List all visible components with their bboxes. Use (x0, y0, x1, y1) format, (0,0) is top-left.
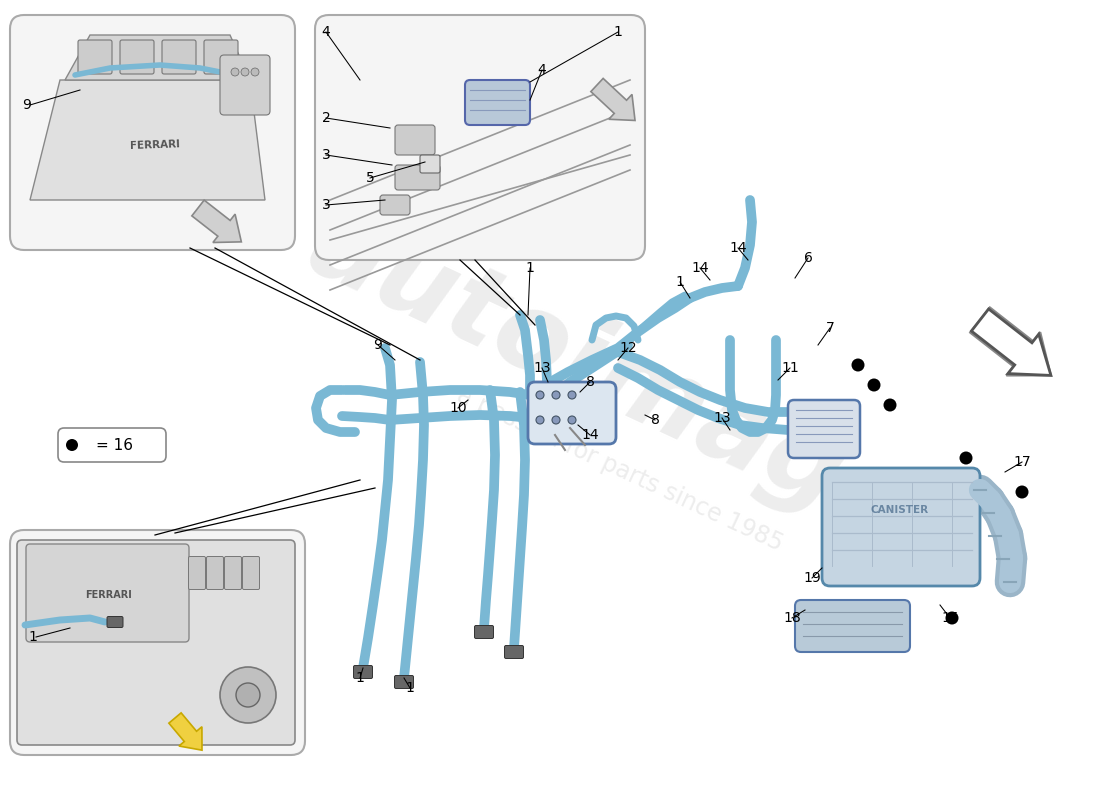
Text: 1: 1 (355, 671, 364, 685)
FancyBboxPatch shape (379, 195, 410, 215)
Circle shape (536, 416, 544, 424)
Circle shape (552, 391, 560, 399)
Text: 15: 15 (942, 611, 959, 625)
Circle shape (241, 68, 249, 76)
Circle shape (536, 391, 544, 399)
Text: 14: 14 (691, 261, 708, 275)
Polygon shape (191, 200, 241, 242)
Text: 4: 4 (538, 63, 547, 77)
Text: 11: 11 (781, 361, 799, 375)
FancyBboxPatch shape (16, 540, 295, 745)
Text: 13: 13 (713, 411, 730, 425)
Circle shape (568, 391, 576, 399)
Text: 13: 13 (534, 361, 551, 375)
Polygon shape (65, 35, 250, 80)
Text: 9: 9 (22, 98, 31, 112)
Text: a passion for parts since 1985: a passion for parts since 1985 (453, 384, 786, 556)
FancyBboxPatch shape (120, 40, 154, 74)
FancyBboxPatch shape (242, 557, 260, 590)
FancyBboxPatch shape (788, 400, 860, 458)
Circle shape (868, 378, 880, 391)
FancyBboxPatch shape (107, 617, 123, 627)
Circle shape (959, 451, 972, 465)
FancyBboxPatch shape (420, 155, 440, 173)
FancyBboxPatch shape (353, 666, 373, 678)
Text: 10: 10 (449, 401, 466, 415)
FancyBboxPatch shape (224, 557, 242, 590)
Circle shape (552, 416, 560, 424)
Text: 3: 3 (321, 148, 330, 162)
Polygon shape (30, 80, 265, 200)
Text: 1: 1 (614, 25, 623, 39)
FancyBboxPatch shape (465, 80, 530, 125)
Text: CANISTER: CANISTER (871, 505, 930, 515)
Text: 9: 9 (374, 338, 383, 352)
Text: 14: 14 (581, 428, 598, 442)
FancyBboxPatch shape (26, 544, 189, 642)
Text: 4: 4 (321, 25, 330, 39)
Text: 7: 7 (826, 321, 835, 335)
FancyBboxPatch shape (505, 646, 524, 658)
Text: 1: 1 (526, 261, 535, 275)
FancyBboxPatch shape (207, 557, 223, 590)
Text: autoimages: autoimages (294, 191, 987, 589)
Polygon shape (169, 713, 202, 750)
Text: 1: 1 (675, 275, 684, 289)
FancyBboxPatch shape (528, 382, 616, 444)
Circle shape (883, 398, 896, 411)
Circle shape (1015, 486, 1028, 498)
Text: 18: 18 (783, 611, 801, 625)
FancyBboxPatch shape (395, 675, 414, 689)
Polygon shape (591, 78, 635, 121)
Text: 6: 6 (804, 251, 813, 265)
Circle shape (251, 68, 258, 76)
FancyBboxPatch shape (204, 40, 238, 74)
Polygon shape (970, 307, 1050, 375)
Text: 12: 12 (619, 341, 637, 355)
FancyBboxPatch shape (395, 165, 440, 190)
Text: 14: 14 (729, 241, 747, 255)
FancyBboxPatch shape (822, 468, 980, 586)
FancyBboxPatch shape (58, 428, 166, 462)
Text: 3: 3 (321, 198, 330, 212)
Circle shape (236, 683, 260, 707)
Circle shape (851, 358, 865, 371)
Text: FERRARI: FERRARI (130, 139, 180, 151)
FancyBboxPatch shape (315, 15, 645, 260)
Text: 5: 5 (365, 171, 374, 185)
Text: 17: 17 (1013, 455, 1031, 469)
Circle shape (946, 611, 958, 625)
Circle shape (66, 439, 78, 451)
FancyBboxPatch shape (220, 55, 270, 115)
Text: 19: 19 (803, 571, 821, 585)
Circle shape (231, 68, 239, 76)
Text: FERRARI: FERRARI (85, 590, 131, 600)
FancyBboxPatch shape (162, 40, 196, 74)
FancyBboxPatch shape (188, 557, 206, 590)
FancyBboxPatch shape (795, 600, 910, 652)
Text: = 16: = 16 (97, 438, 133, 453)
Text: 1: 1 (28, 630, 37, 644)
Polygon shape (971, 309, 1050, 375)
Circle shape (220, 667, 276, 723)
Text: 1: 1 (406, 681, 415, 695)
FancyBboxPatch shape (474, 626, 494, 638)
Text: 8: 8 (650, 413, 659, 427)
FancyBboxPatch shape (78, 40, 112, 74)
FancyBboxPatch shape (10, 530, 305, 755)
Circle shape (568, 416, 576, 424)
Text: 8: 8 (585, 375, 594, 389)
Text: 2: 2 (321, 111, 330, 125)
FancyBboxPatch shape (10, 15, 295, 250)
FancyBboxPatch shape (395, 125, 434, 155)
